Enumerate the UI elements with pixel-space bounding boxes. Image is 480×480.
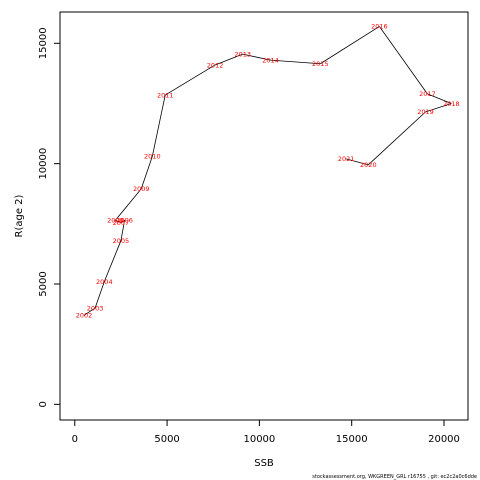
series-segment bbox=[120, 220, 126, 241]
series-segment bbox=[368, 111, 426, 166]
y-tick-label: 10000 bbox=[38, 148, 49, 180]
series-segment bbox=[425, 103, 452, 113]
point-label-2018: 2018 bbox=[443, 100, 460, 108]
point-label-2014: 2014 bbox=[262, 56, 279, 64]
point-label-2010: 2010 bbox=[144, 153, 161, 161]
series-segment bbox=[103, 240, 122, 282]
series-segment bbox=[151, 94, 166, 157]
point-label-2009: 2009 bbox=[133, 185, 150, 193]
series-segment bbox=[115, 188, 142, 221]
point-label-2020: 2020 bbox=[360, 161, 377, 169]
point-label-2008: 2008 bbox=[107, 217, 124, 225]
point-label-2019: 2019 bbox=[417, 108, 434, 116]
point-label-2003: 2003 bbox=[87, 304, 104, 312]
series bbox=[83, 26, 452, 316]
series-segment bbox=[320, 26, 380, 65]
y-tick-label: 5000 bbox=[38, 271, 49, 296]
series-segment bbox=[346, 158, 369, 166]
point-label-2006: 2006 bbox=[116, 217, 133, 225]
series-segment bbox=[115, 219, 122, 223]
series-segment bbox=[120, 219, 125, 223]
series-segment bbox=[242, 53, 271, 61]
point-label-2017: 2017 bbox=[419, 90, 436, 98]
point-label-2013: 2013 bbox=[234, 50, 251, 58]
series-segment bbox=[214, 53, 243, 66]
point-label-2007: 2007 bbox=[113, 219, 130, 227]
series-segment bbox=[379, 26, 428, 95]
x-tick-label: 15000 bbox=[336, 434, 368, 445]
footer-text: stockassessment.org, WKGREEN_GRL r16755 … bbox=[312, 474, 477, 480]
series-segment bbox=[83, 307, 96, 316]
point-label-2004: 2004 bbox=[96, 278, 113, 286]
y-tick-label: 0 bbox=[38, 401, 49, 407]
x-tick-label: 5000 bbox=[154, 434, 179, 445]
series-segment bbox=[140, 156, 153, 190]
point-label-2012: 2012 bbox=[207, 61, 224, 69]
y-axis-title: R(age 2) bbox=[14, 194, 25, 237]
point-label-2015: 2015 bbox=[312, 60, 329, 68]
x-axis-title: SSB bbox=[254, 458, 274, 469]
axes: 0 5000 10000 15000 20000 0 5000 10000 15000 bbox=[38, 27, 460, 445]
point-label-2002: 2002 bbox=[76, 312, 93, 320]
point-label-2021: 2021 bbox=[338, 155, 355, 163]
x-tick-label: 0 bbox=[72, 434, 78, 445]
x-tick-label: 10000 bbox=[243, 434, 275, 445]
point-label-2005: 2005 bbox=[113, 237, 130, 245]
series-segment bbox=[94, 281, 105, 309]
series-segment bbox=[427, 93, 452, 104]
point-label-2011: 2011 bbox=[157, 91, 174, 99]
series-segment bbox=[270, 59, 321, 65]
series-segment bbox=[165, 64, 216, 96]
point-label-2016: 2016 bbox=[371, 23, 388, 31]
x-tick-label: 20000 bbox=[428, 434, 460, 445]
y-tick-label: 15000 bbox=[38, 27, 49, 59]
